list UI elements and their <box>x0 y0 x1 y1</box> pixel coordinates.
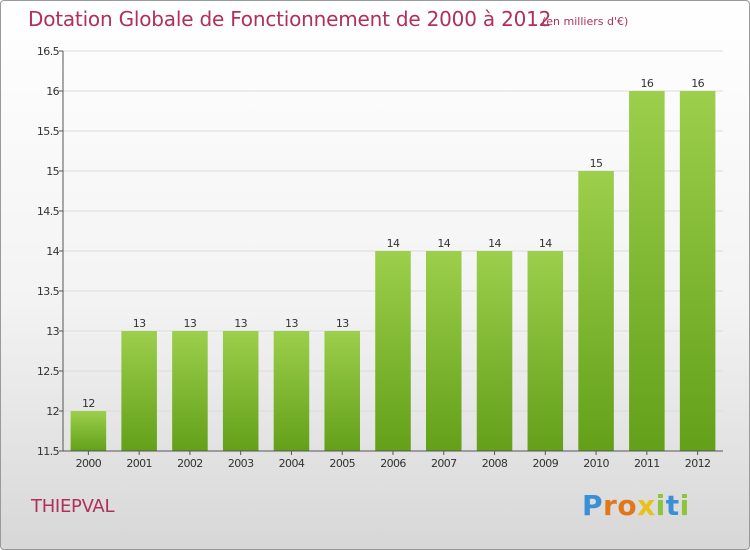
bar-value-label: 13 <box>285 317 298 330</box>
axes: 11.5 12 12.5 13 13.5 14 14.5 15 15.5 16 16.5 2000 20… <box>37 45 723 470</box>
bars: 12 13 13 13 13 13 14 14 14 14 15 16 16 <box>70 77 716 451</box>
bar-value-label: 14 <box>437 237 450 250</box>
y-tick-label: 15 <box>46 165 59 178</box>
x-tick-label: 2001 <box>126 457 152 470</box>
bar-value-label: 13 <box>336 317 349 330</box>
x-tick-label: 2000 <box>76 457 102 470</box>
y-tick-label: 12.5 <box>37 365 60 378</box>
bar <box>629 91 665 451</box>
bar <box>273 331 310 451</box>
x-tick-label: 2012 <box>685 457 711 470</box>
chart-title: Dotation Globale de Fonctionnement de 20… <box>28 7 552 31</box>
bar <box>324 331 360 451</box>
y-tick-label: 13 <box>46 325 59 338</box>
proxiti-logo: Proxiti <box>582 489 690 522</box>
chart-subtitle: (en milliers d'€) <box>542 15 629 28</box>
bar <box>172 331 208 451</box>
y-tick-label: 14.5 <box>37 205 60 218</box>
bar <box>222 331 259 451</box>
y-tick-label: 12 <box>46 405 59 418</box>
bar-value-label: 13 <box>234 317 247 330</box>
bar <box>121 331 157 451</box>
bar <box>578 171 614 451</box>
x-tick-label: 2003 <box>228 457 254 470</box>
bar-value-label: 16 <box>691 77 704 90</box>
bar-value-label: 13 <box>133 317 146 330</box>
y-tick-label: 13.5 <box>37 285 60 298</box>
y-tick-label: 11.5 <box>37 445 60 458</box>
x-tick-label: 2006 <box>380 457 406 470</box>
y-tick-label: 16.5 <box>37 45 60 58</box>
bar-value-label: 15 <box>590 157 603 170</box>
x-tick-label: 2010 <box>583 457 609 470</box>
x-tick-label: 2004 <box>279 457 305 470</box>
bar-value-label: 16 <box>640 77 653 90</box>
bar <box>375 251 411 451</box>
bar-value-label: 12 <box>82 397 95 410</box>
bar <box>70 411 107 451</box>
x-tick-label: 2002 <box>177 457 203 470</box>
x-tick-label: 2009 <box>533 457 559 470</box>
bar-value-label: 13 <box>184 317 197 330</box>
x-tick-label: 2011 <box>634 457 660 470</box>
bar-value-label: 14 <box>539 237 552 250</box>
bar <box>527 251 564 451</box>
x-tick-label: 2008 <box>482 457 508 470</box>
bar-value-label: 14 <box>488 237 501 250</box>
x-tick-label: 2007 <box>431 457 457 470</box>
y-tick-label: 16 <box>46 85 59 98</box>
bar <box>476 251 513 451</box>
commune-name: THIEPVAL <box>31 496 115 517</box>
bar <box>426 251 462 451</box>
y-tick-label: 15.5 <box>37 125 60 138</box>
y-tick-label: 14 <box>46 245 59 258</box>
bar-value-label: 14 <box>387 237 400 250</box>
x-tick-label: 2005 <box>329 457 355 470</box>
bar <box>679 91 716 451</box>
